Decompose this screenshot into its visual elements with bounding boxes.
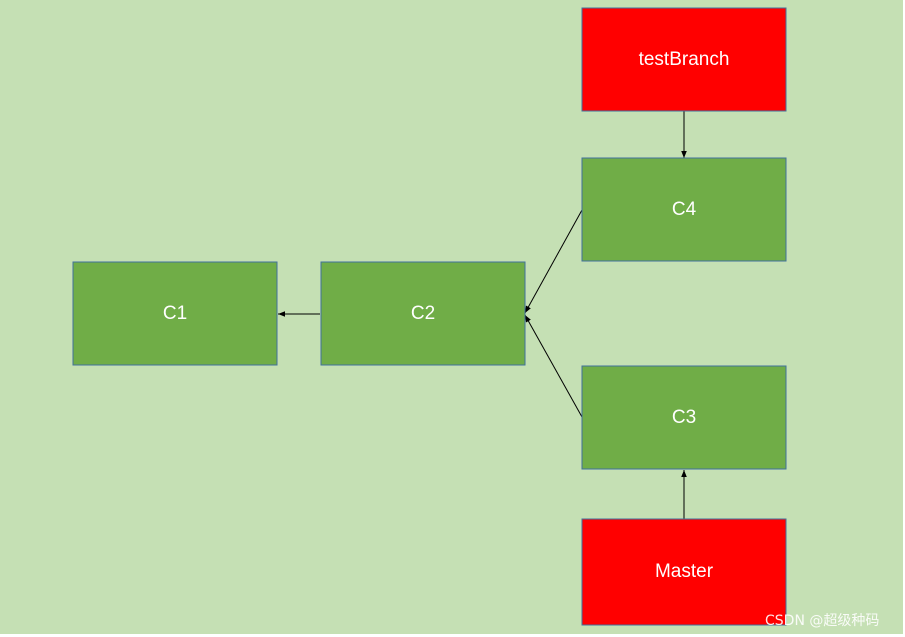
branch-node-testbranch: testBranch bbox=[581, 7, 787, 112]
commit-node-c3: C3 bbox=[581, 365, 787, 470]
branch-node-master: Master bbox=[581, 518, 787, 626]
commit-label-c3: C3 bbox=[672, 407, 696, 428]
commit-label-c2: C2 bbox=[411, 303, 435, 324]
commit-node-c4: C4 bbox=[581, 157, 787, 262]
branch-label-testbranch: testBranch bbox=[639, 49, 730, 70]
watermark-text: CSDN @超级种码 bbox=[765, 613, 880, 629]
commit-node-c1: C1 bbox=[72, 261, 278, 366]
commit-label-c1: C1 bbox=[163, 303, 187, 324]
commit-node-c2: C2 bbox=[320, 261, 526, 366]
edge-c4-to-c2 bbox=[524, 209, 583, 314]
edge-c3-to-c2 bbox=[524, 314, 583, 418]
branch-label-master: Master bbox=[655, 561, 714, 582]
commit-label-c4: C4 bbox=[672, 199, 697, 220]
